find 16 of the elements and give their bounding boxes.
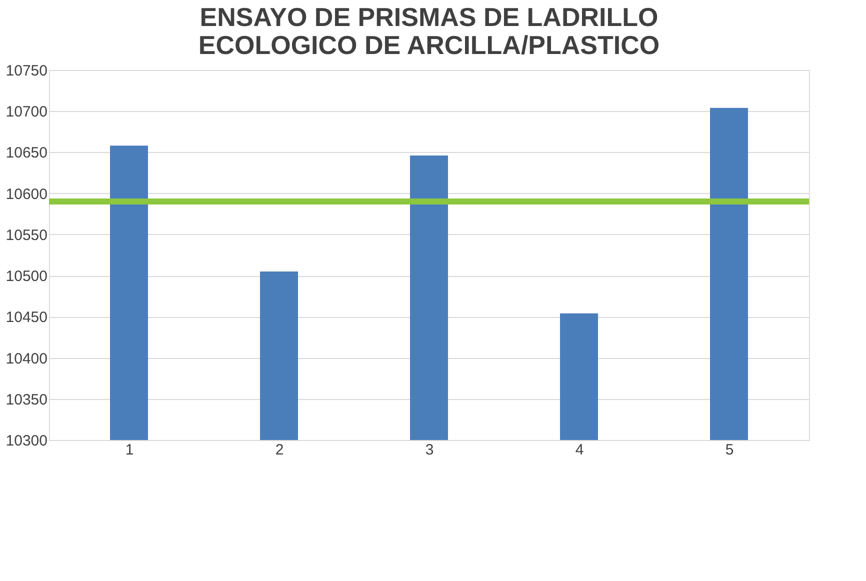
x-tick-label: 1 — [125, 442, 134, 458]
y-tick-label: 10650 — [6, 144, 48, 162]
y-tick-label: 10600 — [6, 186, 48, 203]
y-tick-label: 10750 — [6, 62, 48, 80]
chart-title: ENSAYO DE PRISMAS DE LADRILLO ECOLOGICO DE ARCILLA/PLASTICO — [198, 2, 660, 60]
x-tick-label: 4 — [575, 442, 584, 458]
y-tick-label: 10450 — [6, 309, 48, 326]
y-tick-label: 10500 — [6, 268, 48, 286]
x-tick-label: 5 — [725, 442, 734, 458]
x-tick-label: 3 — [425, 442, 434, 458]
y-tick-label: 10550 — [6, 226, 48, 244]
x-tick-label: 2 — [275, 442, 284, 458]
y-tick-label: 10400 — [6, 350, 48, 368]
y-tick-label: 10350 — [6, 391, 48, 408]
y-tick-label: 10700 — [6, 104, 48, 121]
y-tick-label: 10300 — [6, 432, 48, 450]
